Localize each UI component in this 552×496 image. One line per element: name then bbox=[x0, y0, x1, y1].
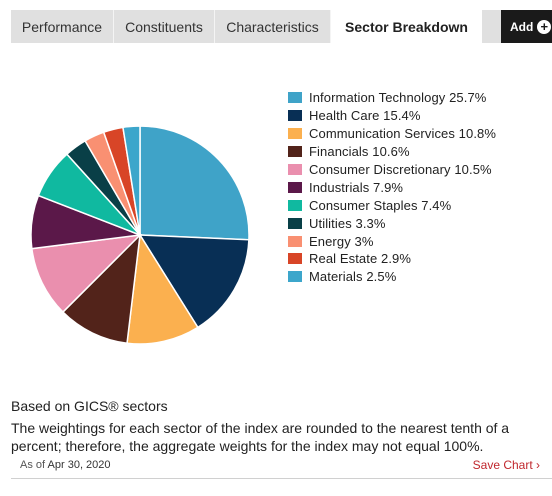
pie-slice-health-care[interactable] bbox=[138, 234, 250, 329]
legend-label: Consumer Discretionary 10.5% bbox=[309, 162, 492, 177]
legend-label: Financials 10.6% bbox=[309, 144, 410, 160]
legend-label: Health Care 15.4% bbox=[309, 108, 421, 124]
legend-item[interactable]: Materials 2.5% bbox=[288, 268, 496, 286]
legend-item[interactable]: Financials 10.6% bbox=[288, 143, 496, 161]
divider bbox=[11, 478, 552, 479]
legend-label: Communication Services 10.8% bbox=[309, 126, 497, 142]
legend-label: Consumer Staples 7.4% bbox=[309, 197, 452, 213]
legend-label: Real Estate 2.9% bbox=[309, 251, 412, 267]
tab-constituents[interactable]: Constituents bbox=[125, 18, 203, 35]
legend-item[interactable]: Health Care 15.4% bbox=[288, 107, 496, 125]
legend-item[interactable]: Consumer Staples 7.4% bbox=[288, 196, 496, 214]
legend-swatch bbox=[288, 92, 302, 104]
add-button[interactable]: Add + bbox=[501, 10, 552, 43]
pie-slice-communication-services[interactable] bbox=[126, 232, 199, 345]
tab-divider bbox=[214, 10, 215, 43]
as-of-value: Apr 30, 2020 bbox=[47, 459, 111, 471]
legend-label: Utilities 3.3% bbox=[309, 215, 386, 231]
legend-item[interactable]: Utilities 3.3% bbox=[288, 214, 496, 232]
legend-item[interactable]: Energy 3% bbox=[288, 232, 496, 250]
pie-slice-consumer-discretionary[interactable] bbox=[31, 233, 143, 314]
tab-bar: Performance Constituents Characteristics… bbox=[11, 10, 552, 43]
tab-divider bbox=[113, 10, 114, 43]
legend-item[interactable]: Real Estate 2.9% bbox=[288, 250, 496, 268]
legend-item[interactable]: Communication Services 10.8% bbox=[288, 125, 496, 143]
legend-swatch bbox=[288, 271, 302, 283]
pie-slice-materials[interactable] bbox=[122, 125, 141, 236]
note-title: Based on GICS® sectors bbox=[11, 398, 168, 414]
tab-sector-breakdown[interactable]: Sector Breakdown bbox=[331, 10, 482, 43]
legend-label: Energy 3% bbox=[309, 233, 374, 249]
as-of-date: As of Apr 30, 2020 bbox=[20, 459, 111, 471]
legend-label: Materials 2.5% bbox=[309, 269, 397, 285]
legend-swatch bbox=[288, 181, 302, 193]
legend-swatch bbox=[288, 164, 302, 175]
chart-legend: Information Technology 25.7% Health Care … bbox=[288, 89, 496, 286]
pie-slice-financials[interactable] bbox=[61, 232, 142, 345]
save-chart-link[interactable]: Save Chart › bbox=[472, 458, 540, 472]
legend-swatch bbox=[288, 235, 302, 247]
note-body: The weightings for each sector of the in… bbox=[11, 420, 510, 454]
as-of-label: As of bbox=[20, 459, 46, 471]
tab-performance[interactable]: Performance bbox=[21, 18, 103, 35]
legend-swatch bbox=[288, 199, 302, 211]
legend-label: Industrials 7.9% bbox=[309, 179, 404, 195]
legend-swatch bbox=[288, 110, 302, 122]
add-button-label: Add bbox=[510, 19, 534, 34]
sector-pie-chart bbox=[30, 125, 250, 345]
plus-circle-icon: + bbox=[537, 19, 552, 34]
legend-label: Information Technology 25.7% bbox=[309, 90, 487, 106]
legend-swatch bbox=[288, 128, 302, 140]
pie-slice-information-technology[interactable] bbox=[139, 125, 250, 241]
legend-item[interactable]: Consumer Discretionary 10.5% bbox=[288, 161, 496, 179]
tab-divider bbox=[330, 10, 331, 43]
tab-characteristics[interactable]: Characteristics bbox=[226, 18, 319, 35]
legend-swatch bbox=[288, 253, 302, 265]
legend-swatch bbox=[288, 146, 302, 158]
legend-item[interactable]: Information Technology 25.7% bbox=[288, 89, 496, 107]
legend-swatch bbox=[288, 217, 302, 229]
legend-item[interactable]: Industrials 7.9% bbox=[288, 178, 496, 196]
